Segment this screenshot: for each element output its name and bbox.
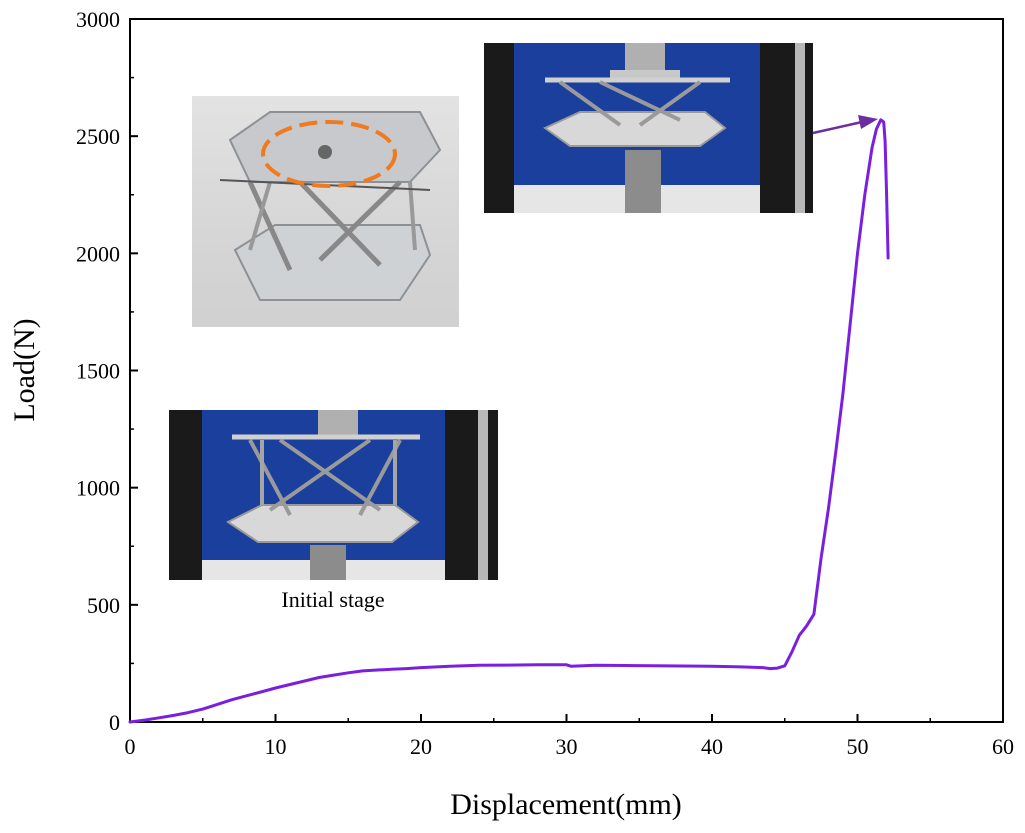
y-tick-label: 1000 <box>76 476 120 501</box>
x-axis-ticks: 0 10 20 30 40 50 60 <box>125 714 1014 759</box>
x-tick-label: 10 <box>265 734 287 759</box>
y-tick-label: 2500 <box>76 124 120 149</box>
y-tick-label: 3000 <box>76 7 120 32</box>
y-tick-label: 1500 <box>76 359 120 384</box>
peak-arrow <box>812 115 878 135</box>
initial-stage-caption: Initial stage <box>281 587 384 612</box>
x-tick-label: 50 <box>847 734 869 759</box>
load-series-line <box>128 118 890 724</box>
inset-peak-photo <box>484 43 813 213</box>
inset-initial-photo <box>169 410 498 580</box>
x-tick-label: 40 <box>701 734 723 759</box>
x-axis-title: Displacement(mm) <box>450 788 682 821</box>
highlight-ellipse <box>261 120 397 188</box>
y-tick-label: 2000 <box>76 241 120 266</box>
x-tick-label: 60 <box>992 734 1014 759</box>
y-axis-title: Load(N) <box>8 318 41 421</box>
inset-render-image <box>192 96 459 327</box>
x-tick-label: 30 <box>556 734 578 759</box>
x-tick-label: 0 <box>125 734 136 759</box>
x-tick-label: 20 <box>410 734 432 759</box>
y-tick-label: 500 <box>87 593 120 618</box>
y-axis-ticks: 0 500 1000 1500 2000 2500 3000 <box>76 7 138 735</box>
y-tick-label: 0 <box>109 710 120 735</box>
